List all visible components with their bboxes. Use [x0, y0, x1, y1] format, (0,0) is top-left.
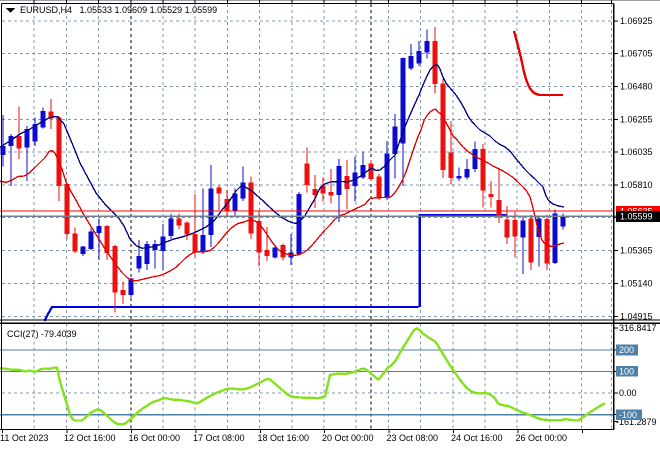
svg-text:EURUSD,H4 1.05533 1.09609 1.: EURUSD,H4 1.05533 1.09609 1.05529 1.0559… — [20, 5, 217, 15]
svg-text:1.06035: 1.06035 — [620, 147, 653, 157]
svg-text:316.8417: 316.8417 — [619, 323, 657, 333]
svg-text:CCI(27) -79.4039: CCI(27) -79.4039 — [7, 329, 77, 339]
svg-text:1.04915: 1.04915 — [620, 312, 653, 322]
svg-text:-100: -100 — [619, 410, 637, 420]
svg-text:26 Oct 00:00: 26 Oct 00:00 — [516, 433, 568, 443]
svg-text:1.06480: 1.06480 — [620, 82, 653, 92]
svg-text:11 Oct 2023: 11 Oct 2023 — [0, 433, 48, 443]
svg-text:16 Oct 00:00: 16 Oct 00:00 — [129, 433, 181, 443]
svg-text:0.00: 0.00 — [619, 388, 637, 398]
svg-text:1.06705: 1.06705 — [620, 49, 653, 59]
svg-text:1.05635: 1.05635 — [620, 207, 653, 217]
svg-text:1.06255: 1.06255 — [620, 115, 653, 125]
svg-text:1.06925: 1.06925 — [620, 16, 653, 26]
svg-text:1.05599: 1.05599 — [620, 212, 653, 222]
svg-text:12 Oct 16:00: 12 Oct 16:00 — [64, 433, 116, 443]
svg-text:20 Oct 00:00: 20 Oct 00:00 — [322, 433, 374, 443]
svg-text:1.05140: 1.05140 — [620, 279, 653, 289]
svg-text:17 Oct 08:00: 17 Oct 08:00 — [193, 433, 245, 443]
svg-text:18 Oct 16:00: 18 Oct 16:00 — [258, 433, 310, 443]
svg-text:1.05810: 1.05810 — [620, 180, 653, 190]
svg-text:100: 100 — [619, 367, 634, 377]
svg-text:1.05365: 1.05365 — [620, 246, 653, 256]
svg-text:24 Oct 16:00: 24 Oct 16:00 — [451, 433, 503, 443]
svg-text:-161.2879: -161.2879 — [616, 417, 657, 427]
svg-text:23 Oct 08:00: 23 Oct 08:00 — [387, 433, 439, 443]
svg-text:200: 200 — [619, 345, 634, 355]
